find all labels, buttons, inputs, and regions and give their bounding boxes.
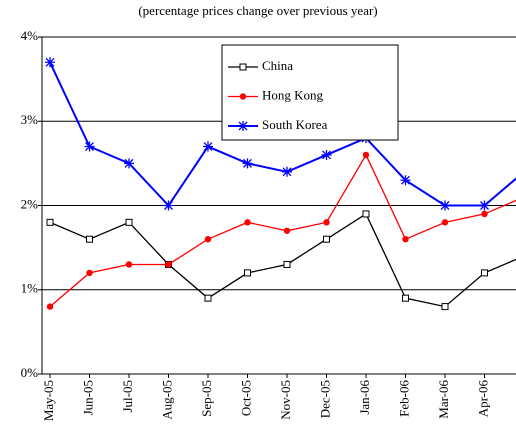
marker xyxy=(46,303,54,310)
legend-marker xyxy=(239,63,247,71)
marker xyxy=(479,200,490,211)
marker xyxy=(244,219,251,226)
marker xyxy=(481,210,488,218)
marker xyxy=(402,236,409,243)
marker xyxy=(163,200,174,211)
marker xyxy=(244,269,251,277)
marker xyxy=(323,235,330,243)
marker xyxy=(86,269,93,277)
x-tick-label: Sep-05 xyxy=(199,380,214,417)
marker xyxy=(441,219,449,226)
marker xyxy=(282,166,292,177)
marker xyxy=(283,227,291,234)
marker xyxy=(441,303,449,311)
x-tick-label: Dec-05 xyxy=(317,380,332,418)
marker xyxy=(323,219,330,226)
marker xyxy=(481,269,488,277)
x-tick-label: Apr-06 xyxy=(475,380,490,418)
x-tick-label: May-05 xyxy=(41,380,56,421)
y-tick-label: 3% xyxy=(21,112,39,127)
marker xyxy=(203,141,213,152)
legend-label: China xyxy=(262,58,293,73)
marker xyxy=(165,261,172,268)
marker xyxy=(362,210,370,218)
legend-marker xyxy=(238,121,248,131)
y-tick-label: 4% xyxy=(21,28,39,43)
marker xyxy=(321,149,332,160)
y-tick-label: 2% xyxy=(21,196,39,211)
y-tick-label: 0% xyxy=(21,365,39,380)
x-tick-label: Mar-06 xyxy=(436,380,451,419)
marker xyxy=(45,57,55,68)
marker xyxy=(86,235,93,243)
marker xyxy=(283,260,291,268)
series-line xyxy=(49,212,516,308)
chart-subtitle: (percentage prices change over previous … xyxy=(138,3,377,18)
legend-label: South Korea xyxy=(262,117,328,132)
x-tick-label: Jan-06 xyxy=(357,380,372,415)
marker xyxy=(402,294,409,302)
marker xyxy=(125,218,133,226)
series-line xyxy=(49,153,516,308)
y-tick-label: 1% xyxy=(21,281,39,296)
marker xyxy=(242,158,253,169)
x-tick-label: Aug-05 xyxy=(159,380,174,420)
marker xyxy=(124,158,134,169)
x-tick-label: Jul-05 xyxy=(120,380,135,413)
x-tick-label: Oct-05 xyxy=(238,380,253,416)
legend-marker xyxy=(239,93,247,100)
marker xyxy=(84,141,95,152)
x-tick-label: Jun-05 xyxy=(80,380,95,415)
legend-label: Hong Kong xyxy=(262,87,324,102)
marker xyxy=(440,200,450,211)
marker xyxy=(46,218,54,226)
marker xyxy=(204,236,212,243)
marker xyxy=(362,151,370,159)
marker xyxy=(204,294,212,302)
x-tick-label: Nov-05 xyxy=(278,380,293,420)
legend-box xyxy=(221,44,399,141)
marker xyxy=(125,261,133,268)
marker xyxy=(400,175,411,186)
x-tick-label: Feb-06 xyxy=(396,380,411,417)
